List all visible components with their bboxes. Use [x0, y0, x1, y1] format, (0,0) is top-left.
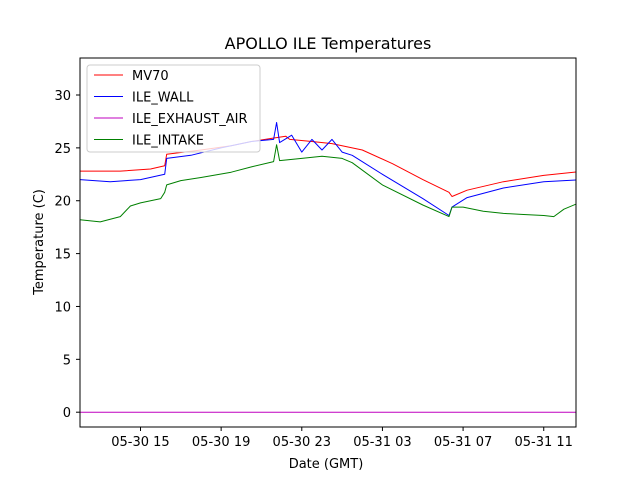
- x-tick-label: 05-31 03: [353, 435, 411, 450]
- x-tick-label: 05-30 15: [111, 435, 169, 450]
- legend-label: MV70: [132, 69, 169, 84]
- y-tick-label: 15: [54, 248, 71, 263]
- y-tick-label: 10: [54, 300, 71, 315]
- y-tick-label: 30: [54, 89, 71, 104]
- legend-label: ILE_WALL: [132, 91, 194, 106]
- y-tick-label: 25: [54, 142, 71, 157]
- x-tick-label: 05-31 07: [434, 435, 492, 450]
- legend-label: ILE_EXHAUST_AIR: [132, 112, 248, 127]
- y-tick-label: 0: [63, 406, 71, 421]
- y-tick-label: 20: [54, 195, 71, 210]
- x-tick-label: 05-31 11: [515, 435, 573, 450]
- y-axis: 0 5 10 15 20 25 30: [54, 89, 80, 421]
- series-line-ile-intake: [80, 144, 576, 223]
- x-tick-label: 05-30 19: [192, 435, 250, 450]
- legend-box: [86, 64, 261, 153]
- legend-label: ILE_INTAKE: [132, 134, 204, 149]
- x-axis: 05-30 15 05-30 19 05-30 23 05-31 03 05-31 07…: [111, 427, 573, 450]
- y-tick-label: 5: [63, 353, 71, 368]
- legend: MV70 ILE_WALL ILE_EXHAUST_AIR ILE_INTAKE: [86, 64, 261, 153]
- chart-title: APOLLO ILE Temperatures: [225, 34, 432, 53]
- x-axis-label: Date (GMT): [289, 457, 364, 472]
- plot-frame: [79, 57, 577, 428]
- x-tick-label: 05-30 23: [273, 435, 331, 450]
- y-axis-label: Temperature (C): [32, 189, 47, 296]
